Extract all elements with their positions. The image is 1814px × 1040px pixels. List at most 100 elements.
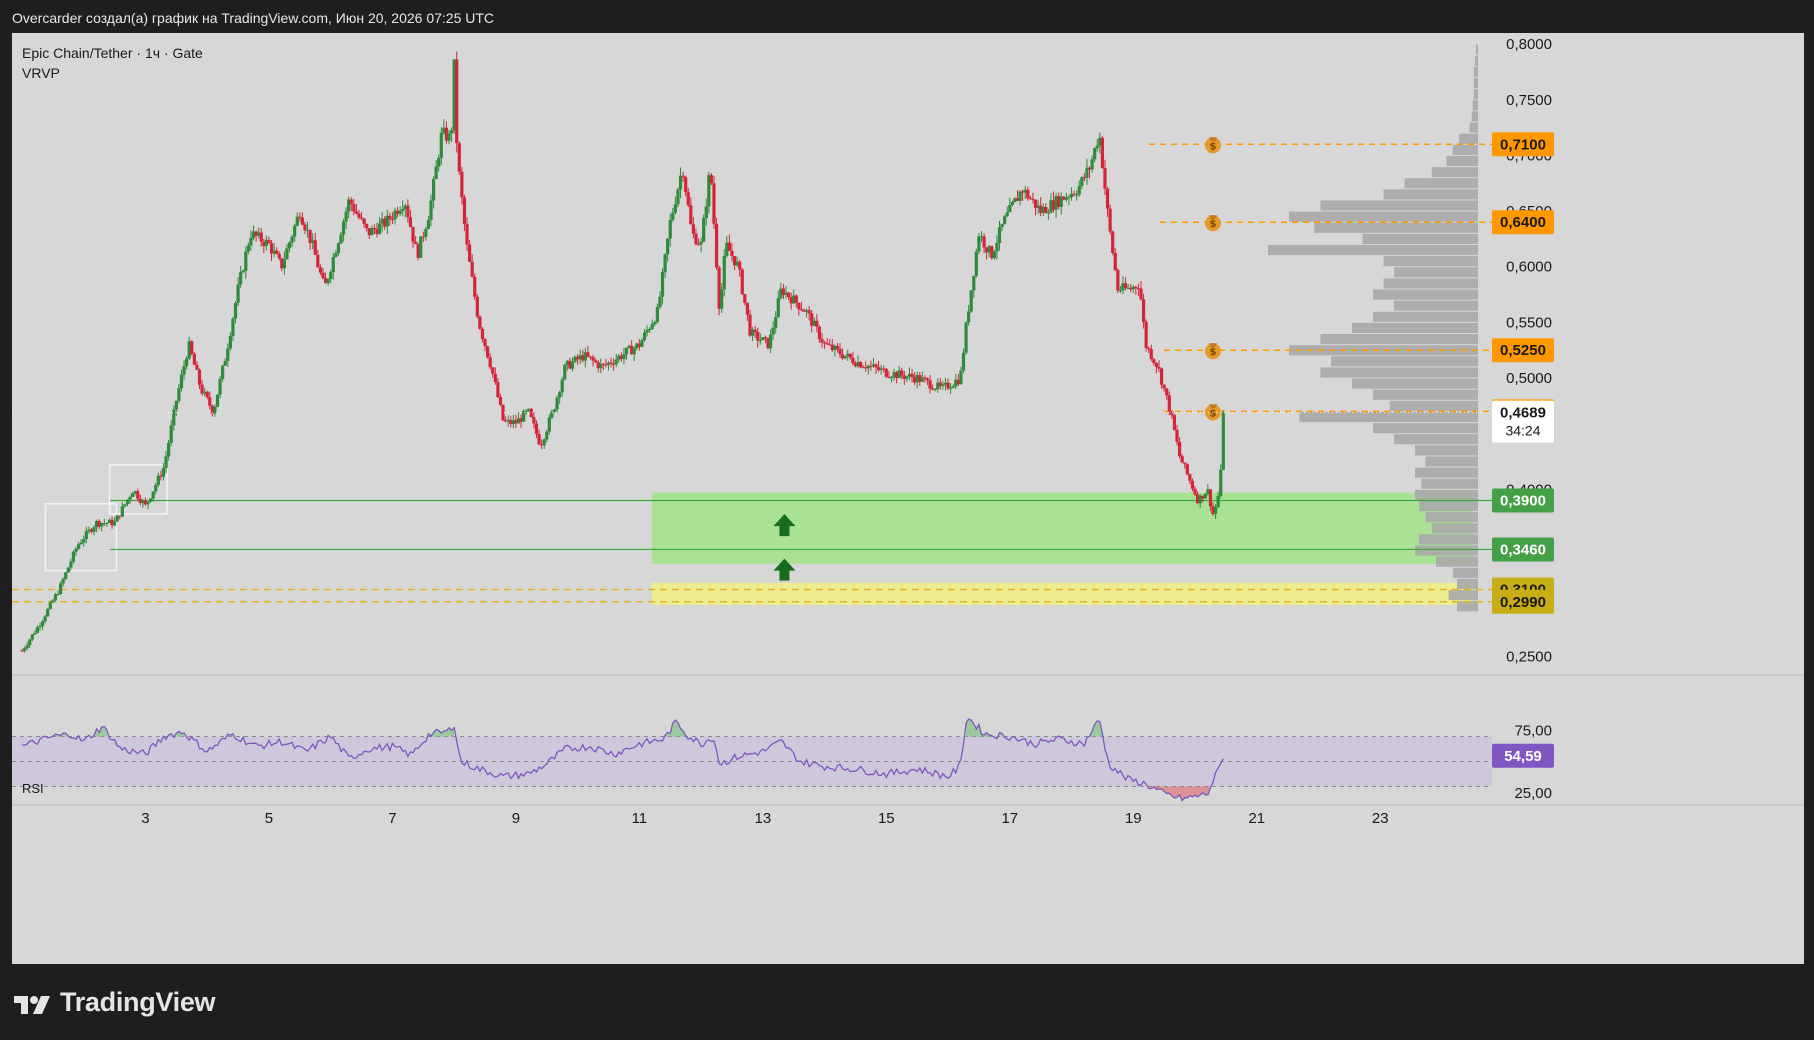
candle-body [1193,488,1197,495]
candle-body [272,250,276,254]
candle-body [123,504,127,507]
candle-body [321,272,325,279]
chart-canvas[interactable]: $$$$0,80000,75000,70000,65000,60000,5500… [12,33,1804,964]
candle-body [758,340,762,342]
rsi-overbought-fill [968,719,972,737]
candle-body [771,327,775,335]
money-bag-icon: $ [1205,343,1221,360]
candle-body [1033,199,1038,209]
candle-body [1049,200,1053,213]
candle-body [534,423,539,434]
candle-body [1069,193,1074,198]
candle-body [822,342,827,344]
rsi-oversold-fill [1187,786,1190,798]
candle-body [257,232,261,236]
target-price-badge: 0,6400 [1492,210,1554,235]
candle-body [195,364,199,370]
chart-svg[interactable]: $$$$0,80000,75000,70000,65000,60000,5500… [12,33,1804,964]
candle-body [967,311,971,323]
candle-body [1198,495,1202,504]
candle-body [370,228,374,236]
candle-body [61,578,65,584]
tradingview-logo[interactable]: TradingView [14,987,216,1018]
candle-body [233,303,238,319]
candle-body [920,377,924,382]
candle-body [943,382,948,385]
candle-body [1015,198,1020,201]
candle-body [1213,507,1218,514]
volume-profile-bar [1299,411,1478,423]
candle-body [244,251,248,271]
candle-body [169,425,173,443]
up-arrow-icon [773,558,796,581]
rsi-overbought-fill [446,727,450,737]
candle-body [1206,489,1210,494]
rsi-legend[interactable]: RSI [22,781,44,796]
candle-body [807,310,811,314]
candle-body [295,216,299,226]
candle-body [231,318,235,336]
candle-body [375,229,379,234]
candle-body [1123,283,1128,288]
candle-body [501,404,505,421]
rsi-tick-label: 75,00 [1514,722,1552,739]
candle-body [354,211,359,214]
candle-body [995,243,999,252]
candle-body [861,367,865,369]
volume-profile-bar [1352,322,1478,334]
candle-body [560,379,564,393]
candle-body [815,320,819,327]
candle-body [275,250,279,254]
volume-profile-bar [1394,434,1478,445]
rsi-oversold-fill [1174,786,1178,798]
candle-body [887,376,891,378]
candle-body [218,378,222,395]
candle-body [125,499,130,505]
candle-body [308,229,312,244]
candle-body [380,218,384,224]
volume-profile-bar [1289,211,1478,222]
candle-body [753,329,757,332]
candle-body [748,314,752,336]
candle-body [1087,167,1092,170]
chart-legend: Epic Chain/Tether · 1ч · Gate VRVP [22,43,203,83]
candle-body [172,409,176,426]
volume-profile-bar [1474,55,1478,66]
volume-profile-bar [1457,578,1478,590]
candle-body [907,373,912,377]
rsi-overbought-fill [672,720,676,737]
candle-body [828,344,832,346]
volume-profile-bar [1331,356,1478,367]
candle-body [1134,286,1138,289]
candle-body [318,267,322,273]
candle-body [1080,177,1084,187]
candle-body [979,236,984,238]
candle-body [707,175,711,207]
volume-profile-bar [1452,567,1478,578]
volume-profile-bar [1320,367,1478,378]
tradingview-logo-text: TradingView [60,987,216,1017]
candle-body [51,600,55,603]
candle-body [537,433,541,445]
candle-body [223,360,227,366]
candle-body [113,521,117,526]
legend-symbol[interactable]: Epic Chain/Tether · 1ч · Gate [22,45,203,61]
candle-body [449,130,454,134]
candle-body [858,362,863,368]
candle-body [985,247,989,253]
volume-profile-bar [1459,133,1478,144]
candle-body [555,397,559,410]
candle-body [905,376,909,379]
candle-body [1028,198,1032,200]
candle-body [768,334,773,349]
candle-body [136,491,140,499]
rsi-overbought-fill [1097,720,1100,737]
legend-indicator[interactable]: VRVP [22,65,60,81]
rsi-overbought-fill [971,720,974,737]
candle-body [1208,489,1213,507]
candle-body [1180,456,1184,463]
rsi-overbought-fill [176,731,179,737]
candle-body [1141,299,1146,323]
candle-body [143,500,148,505]
rsi-oversold-fill [1182,786,1185,801]
